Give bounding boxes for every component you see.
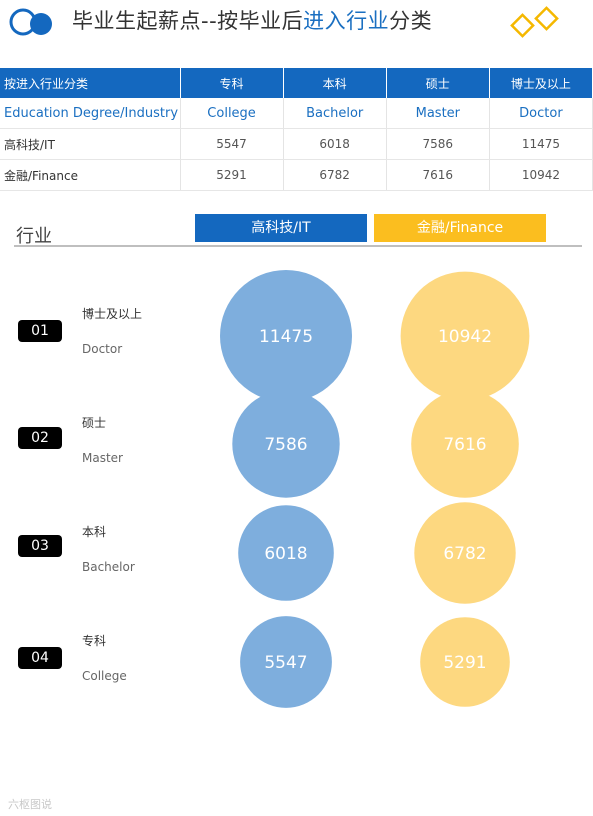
table-cell: 6018 bbox=[283, 128, 387, 160]
table-subheader-cell: Bachelor bbox=[283, 98, 387, 129]
bubble-it-master bbox=[232, 390, 340, 498]
level-label-college: 04 专科 College bbox=[0, 627, 200, 687]
bubble-it-bachelor bbox=[238, 505, 334, 601]
bubble-it-doctor bbox=[220, 270, 352, 402]
divider bbox=[14, 245, 582, 247]
table-cell: 7616 bbox=[386, 159, 490, 191]
bubble-value-label: 7586 bbox=[264, 435, 307, 455]
table-subheader-cell: Master bbox=[386, 98, 490, 129]
bubble-finance-master bbox=[411, 390, 519, 498]
table-cell: 11475 bbox=[489, 128, 593, 160]
level-number-badge: 04 bbox=[18, 647, 62, 669]
title-part-2: 进入行业 bbox=[303, 9, 390, 33]
level-name-cn: 硕士 bbox=[82, 416, 107, 430]
table-cell: 7586 bbox=[386, 128, 490, 160]
table-header-cell: 硕士 bbox=[386, 68, 490, 98]
table-subheader-cell: College bbox=[180, 98, 284, 129]
table-subheader-cell: Doctor bbox=[489, 98, 593, 129]
level-label-doctor: 01 博士及以上 Doctor bbox=[0, 300, 200, 360]
salary-table: 按进入行业分类 专科 本科 硕士 博士及以上 Education Degree/… bbox=[0, 68, 593, 191]
level-number-badge: 02 bbox=[18, 427, 62, 449]
legend-finance: 金融/Finance bbox=[374, 214, 546, 242]
level-name-en: Master bbox=[82, 451, 123, 465]
title-part-1: 毕业生起薪点--按毕业后 bbox=[72, 9, 304, 33]
bubble-value-label: 6018 bbox=[264, 544, 307, 564]
bubble-value-label: 5547 bbox=[264, 653, 307, 673]
table-cell: 10942 bbox=[489, 159, 593, 191]
level-name-en: Bachelor bbox=[82, 560, 135, 574]
level-name-cn: 本科 bbox=[82, 525, 107, 539]
table-row: 高科技/IT 5547 6018 7586 11475 bbox=[0, 128, 593, 160]
bubble-value-label: 5291 bbox=[443, 653, 486, 673]
bubble-value-label: 6782 bbox=[443, 544, 486, 564]
table-cell: 6782 bbox=[283, 159, 387, 191]
table-header-cell: 专科 bbox=[180, 68, 284, 98]
bubble-value-label: 11475 bbox=[259, 327, 313, 347]
industry-label: 行业 bbox=[16, 226, 52, 247]
level-label-master: 02 硕士 Master bbox=[0, 409, 200, 469]
bubble-it-college bbox=[240, 616, 332, 708]
table-header-cell: 本科 bbox=[283, 68, 387, 98]
level-name-en: College bbox=[82, 669, 127, 683]
title-part-3: 分类 bbox=[389, 9, 433, 33]
level-name-en: Doctor bbox=[82, 342, 123, 356]
table-cell: 5547 bbox=[180, 128, 284, 160]
circle-logo-icon bbox=[9, 8, 52, 36]
level-name-cn: 专科 bbox=[82, 634, 107, 648]
header: 毕业生起薪点--按毕业后进入行业分类 bbox=[0, 0, 593, 46]
legend-row: 行业 高科技/IT 金融/Finance bbox=[0, 212, 593, 248]
table-cell: 金融/Finance bbox=[0, 159, 181, 191]
table-cell: 高科技/IT bbox=[0, 128, 181, 160]
table-cell: 5291 bbox=[180, 159, 284, 191]
table-header-cell: 博士及以上 bbox=[489, 68, 593, 98]
table-row: 金融/Finance 5291 6782 7616 10942 bbox=[0, 159, 593, 191]
table-header-cell: 按进入行业分类 bbox=[0, 68, 181, 98]
table-subheader-row: Education Degree/Industry College Bachel… bbox=[0, 98, 593, 129]
table-subheader-cell: Education Degree/Industry bbox=[0, 98, 181, 129]
page-title: 毕业生起薪点--按毕业后进入行业分类 bbox=[72, 7, 432, 35]
level-name-cn: 博士及以上 bbox=[82, 307, 143, 321]
table-header-row: 按进入行业分类 专科 本科 硕士 博士及以上 bbox=[0, 68, 593, 98]
legend-it: 高科技/IT bbox=[195, 214, 367, 242]
bubble-finance-bachelor bbox=[414, 502, 516, 604]
bubble-value-label: 10942 bbox=[438, 327, 492, 347]
level-number-badge: 03 bbox=[18, 535, 62, 557]
level-label-bachelor: 03 本科 Bachelor bbox=[0, 518, 200, 578]
level-number-badge: 01 bbox=[18, 320, 62, 342]
diamonds-icon bbox=[510, 6, 559, 38]
bubble-finance-doctor bbox=[400, 271, 530, 401]
watermark: 六枢图说 bbox=[8, 798, 52, 811]
bubble-value-label: 7616 bbox=[443, 435, 486, 455]
bubble-finance-college bbox=[420, 617, 510, 707]
